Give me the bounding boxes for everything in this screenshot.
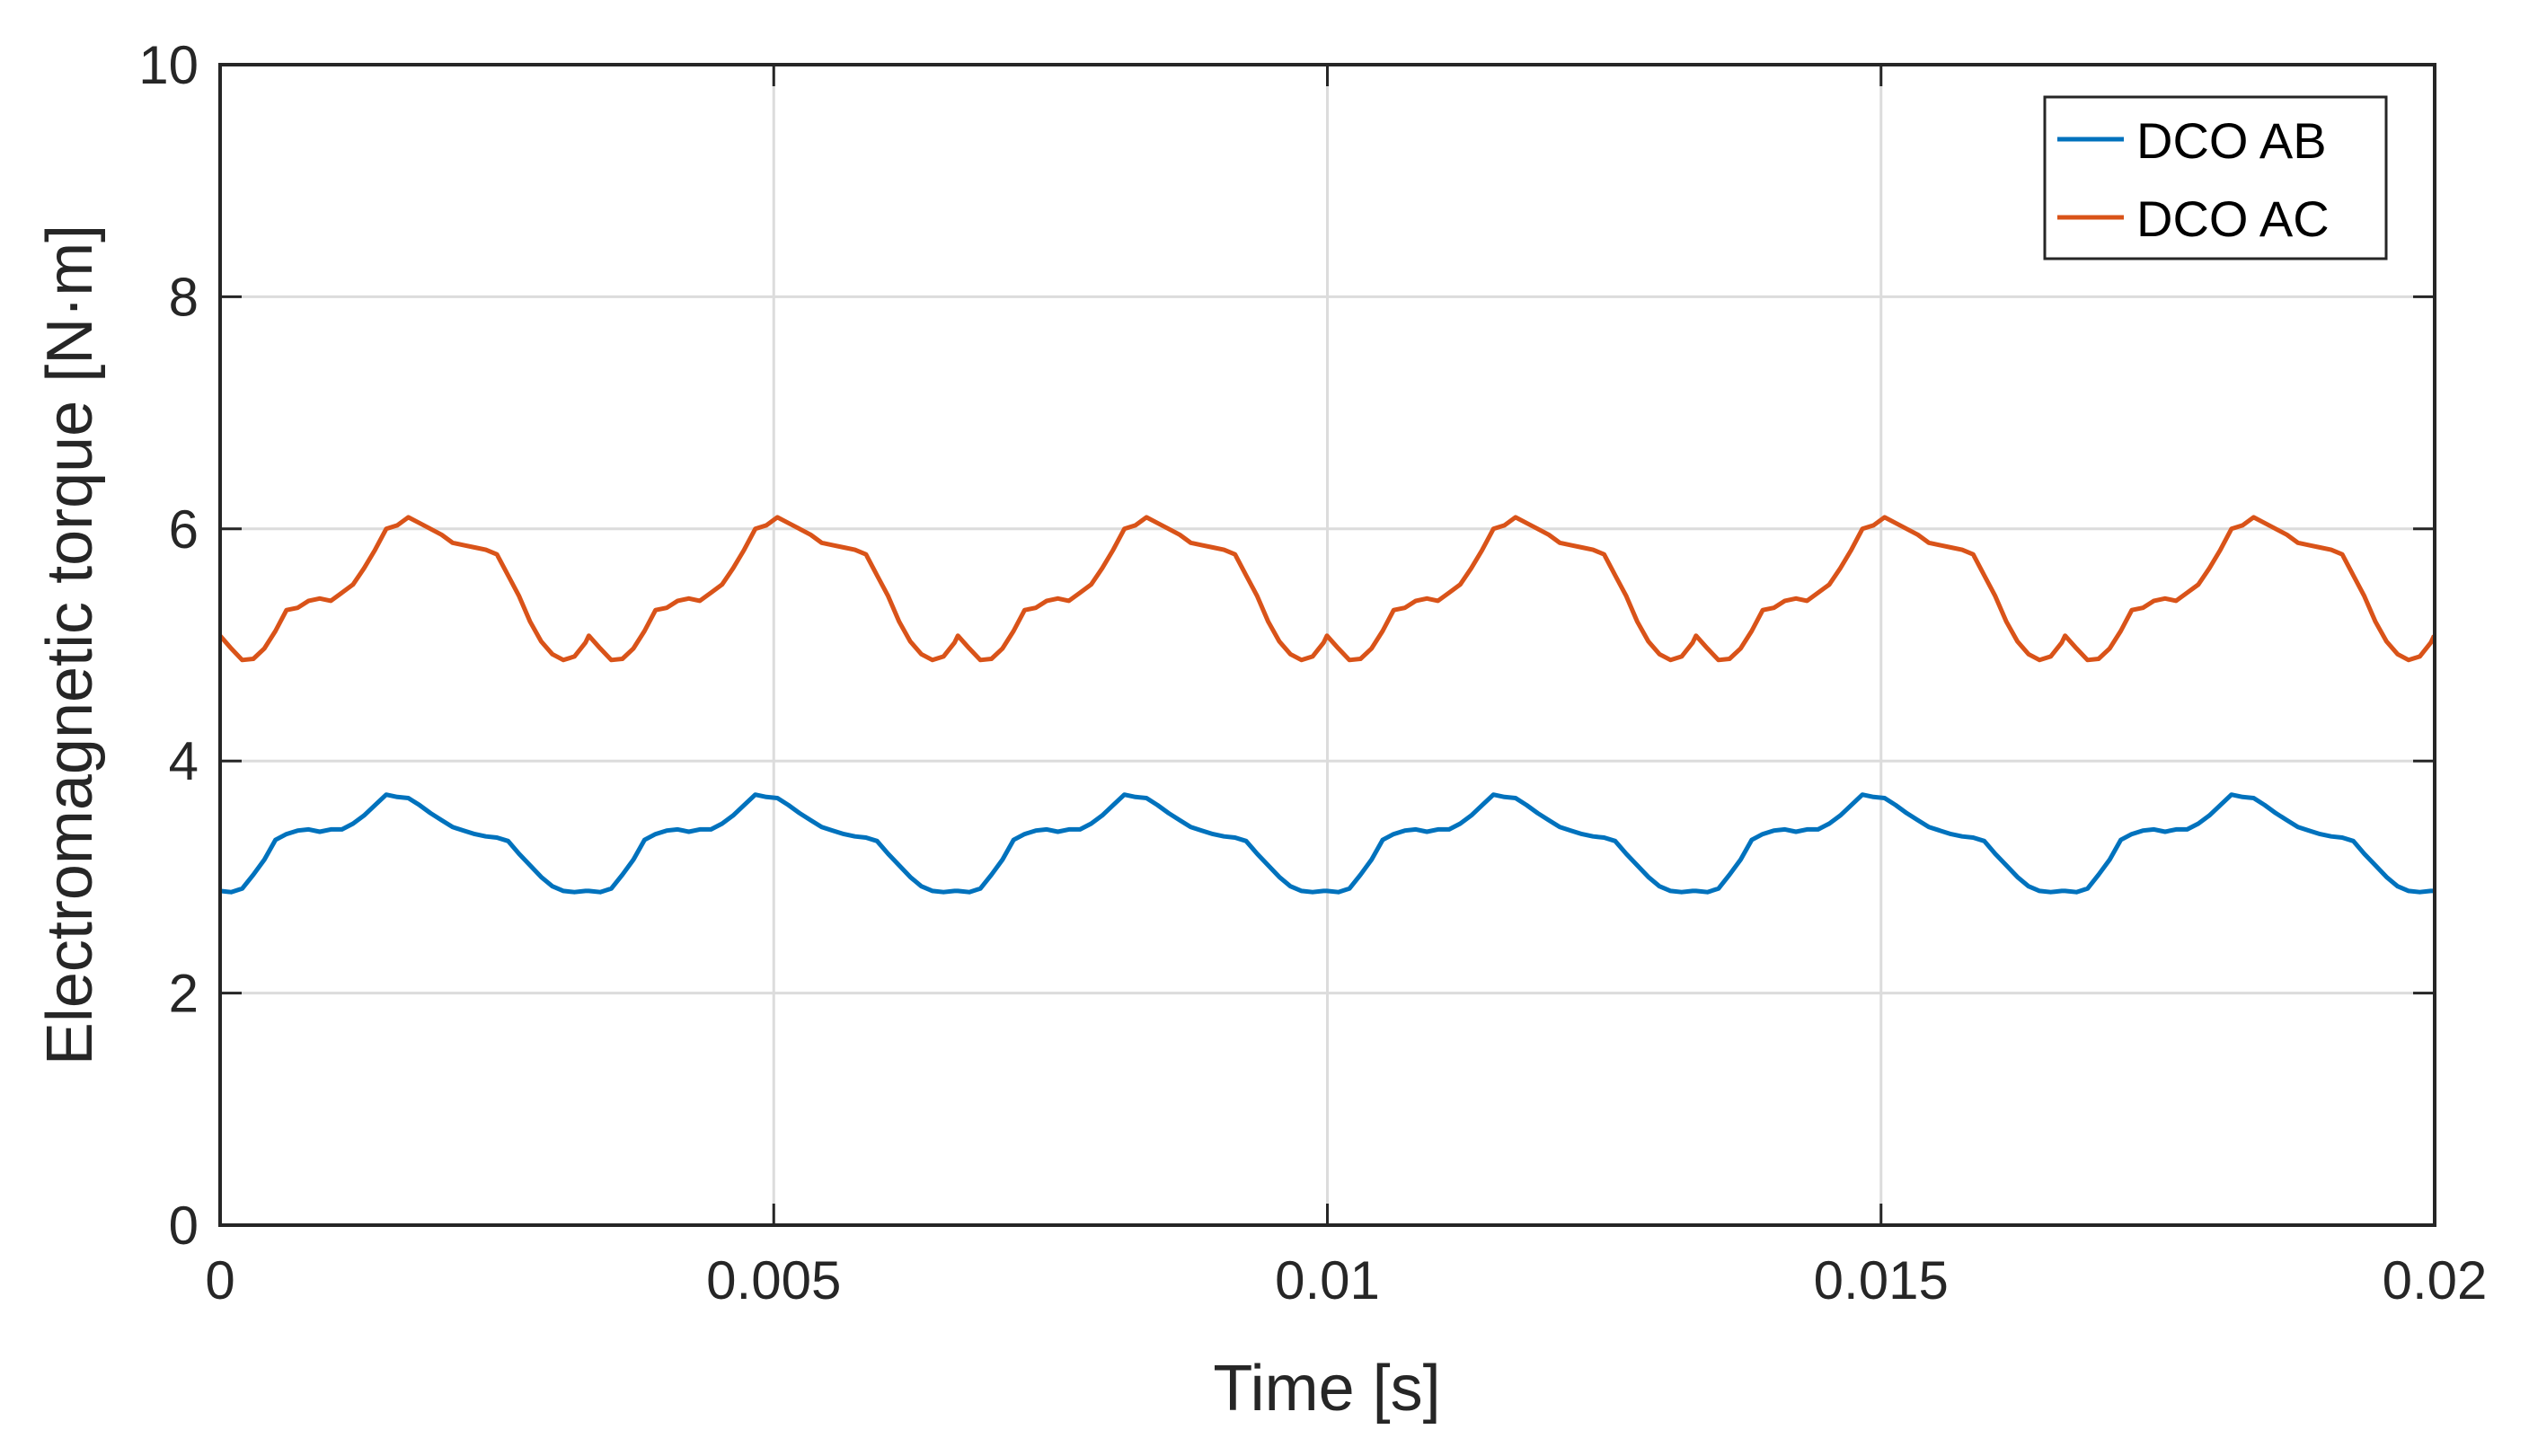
y-tick-label: 10 — [138, 35, 199, 95]
grid-lines — [220, 65, 2435, 1225]
x-tick-label: 0.02 — [2383, 1250, 2488, 1310]
axis-tick-labels: 0 0.005 0.01 0.015 0.02 0 2 4 6 8 10 — [138, 35, 2487, 1310]
x-axis-label: Time [s] — [1213, 1353, 1440, 1425]
legend-box — [2043, 95, 2388, 260]
y-tick-label: 2 — [169, 964, 199, 1024]
x-tick-label: 0 — [205, 1250, 234, 1310]
x-tick-label: 0.005 — [706, 1250, 841, 1310]
legend-label-dco-ac: DCO AC — [2136, 190, 2330, 247]
x-tick-label: 0.01 — [1275, 1250, 1380, 1310]
series-line-dco-ac — [218, 515, 2436, 663]
x-tick-label: 0.015 — [1814, 1250, 1949, 1310]
series-lines — [218, 515, 2436, 895]
y-tick-label: 8 — [169, 267, 199, 327]
y-tick-label: 4 — [169, 731, 199, 791]
y-axis-label: Electromagnetic torque [N·m] — [34, 225, 106, 1065]
legend: DCO AB DCO AC — [2043, 95, 2388, 260]
y-tick-label: 0 — [169, 1196, 199, 1256]
series-line-dco-ab — [219, 792, 2435, 895]
legend-label-dco-ab: DCO AB — [2136, 112, 2327, 169]
y-tick-label: 6 — [169, 499, 199, 560]
axis-ticks — [218, 63, 2436, 1227]
